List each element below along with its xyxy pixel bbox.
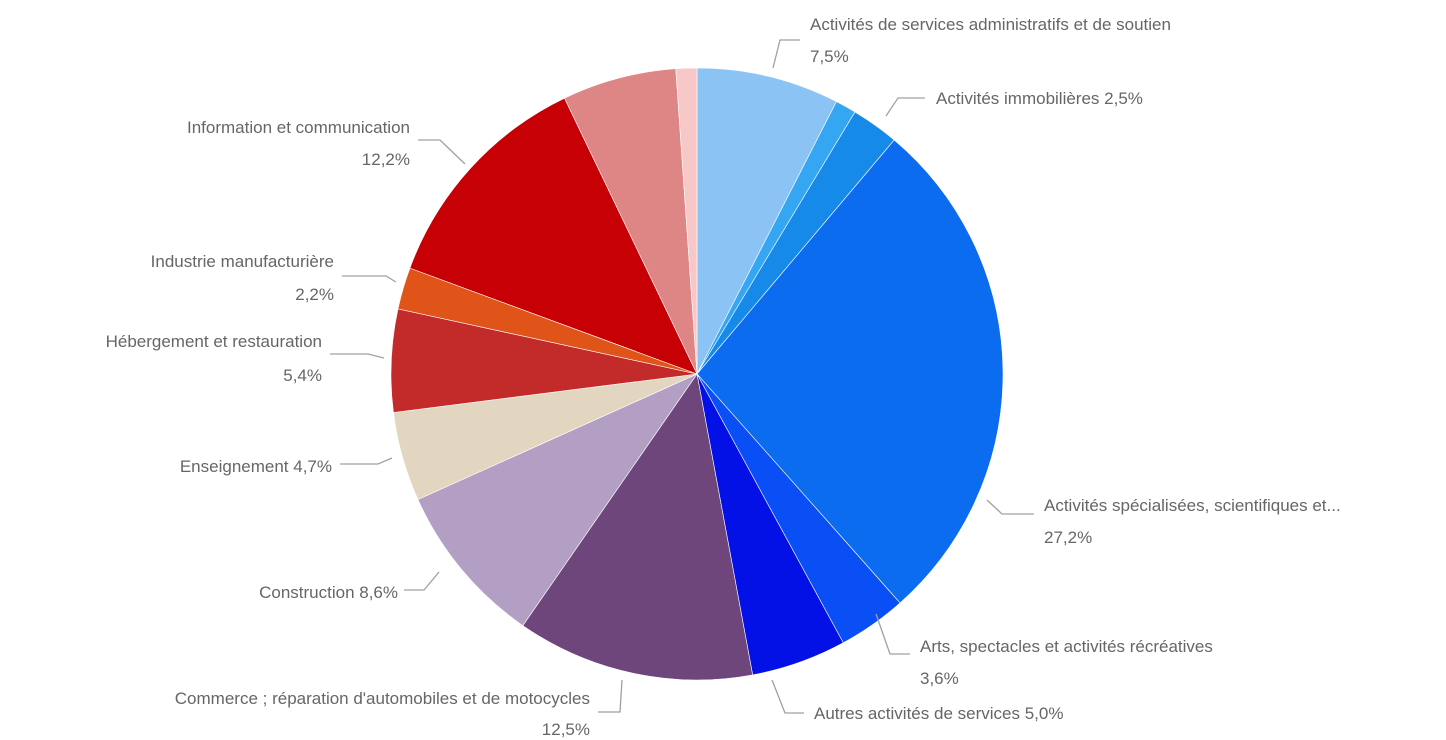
label-enseignement: Enseignement 4,7% bbox=[180, 457, 332, 476]
pie-slice-6[interactable] bbox=[522, 373, 754, 681]
value-arts-spectacles: 3,6% bbox=[920, 669, 959, 688]
value-services-administratifs: 7,5% bbox=[810, 47, 849, 66]
value-activites-specialisees: 27,2% bbox=[1044, 528, 1092, 547]
label-activites-immobilieres: Activités immobilières 2,5% bbox=[936, 89, 1143, 108]
value-information: 12,2% bbox=[362, 150, 410, 169]
label-arts-spectacles: Arts, spectacles et activités récréative… bbox=[920, 637, 1213, 656]
value-commerce: 12,5% bbox=[542, 720, 590, 739]
leader-line-7 bbox=[340, 457, 393, 465]
leader-line-5 bbox=[598, 679, 623, 713]
data-labels: Activités de services administratifs et … bbox=[106, 15, 1341, 739]
leader-line-1 bbox=[885, 97, 925, 117]
label-activites-specialisees: Activités spécialisées, scientifiques et… bbox=[1044, 496, 1341, 515]
pie-slice-13[interactable] bbox=[675, 67, 698, 375]
pie-slice-3[interactable] bbox=[696, 139, 1004, 604]
leader-line-9 bbox=[342, 275, 397, 283]
pie-slice-7[interactable] bbox=[417, 373, 698, 626]
label-construction: Construction 8,6% bbox=[259, 583, 398, 602]
label-hebergement: Hébergement et restauration bbox=[106, 332, 322, 351]
label-leader-lines bbox=[330, 39, 1034, 714]
leader-line-3 bbox=[875, 613, 910, 655]
leader-line-2 bbox=[986, 499, 1034, 515]
label-information: Information et communication bbox=[187, 118, 410, 137]
label-commerce: Commerce ; réparation d'automobiles et d… bbox=[175, 689, 590, 708]
pie-slices bbox=[390, 67, 1004, 681]
leader-line-6 bbox=[404, 571, 440, 591]
leader-line-8 bbox=[330, 353, 385, 359]
pie-slice-0[interactable] bbox=[696, 67, 837, 375]
value-hebergement: 5,4% bbox=[283, 366, 322, 385]
leader-line-4 bbox=[771, 679, 804, 714]
leader-line-0 bbox=[772, 39, 800, 69]
value-industrie: 2,2% bbox=[295, 285, 334, 304]
pie-slice-11[interactable] bbox=[409, 97, 698, 375]
label-services-administratifs: Activités de services administratifs et … bbox=[810, 15, 1171, 34]
label-industrie: Industrie manufacturière bbox=[151, 252, 334, 271]
label-autres-activites: Autres activités de services 5,0% bbox=[814, 704, 1063, 723]
leader-line-10 bbox=[418, 139, 466, 165]
